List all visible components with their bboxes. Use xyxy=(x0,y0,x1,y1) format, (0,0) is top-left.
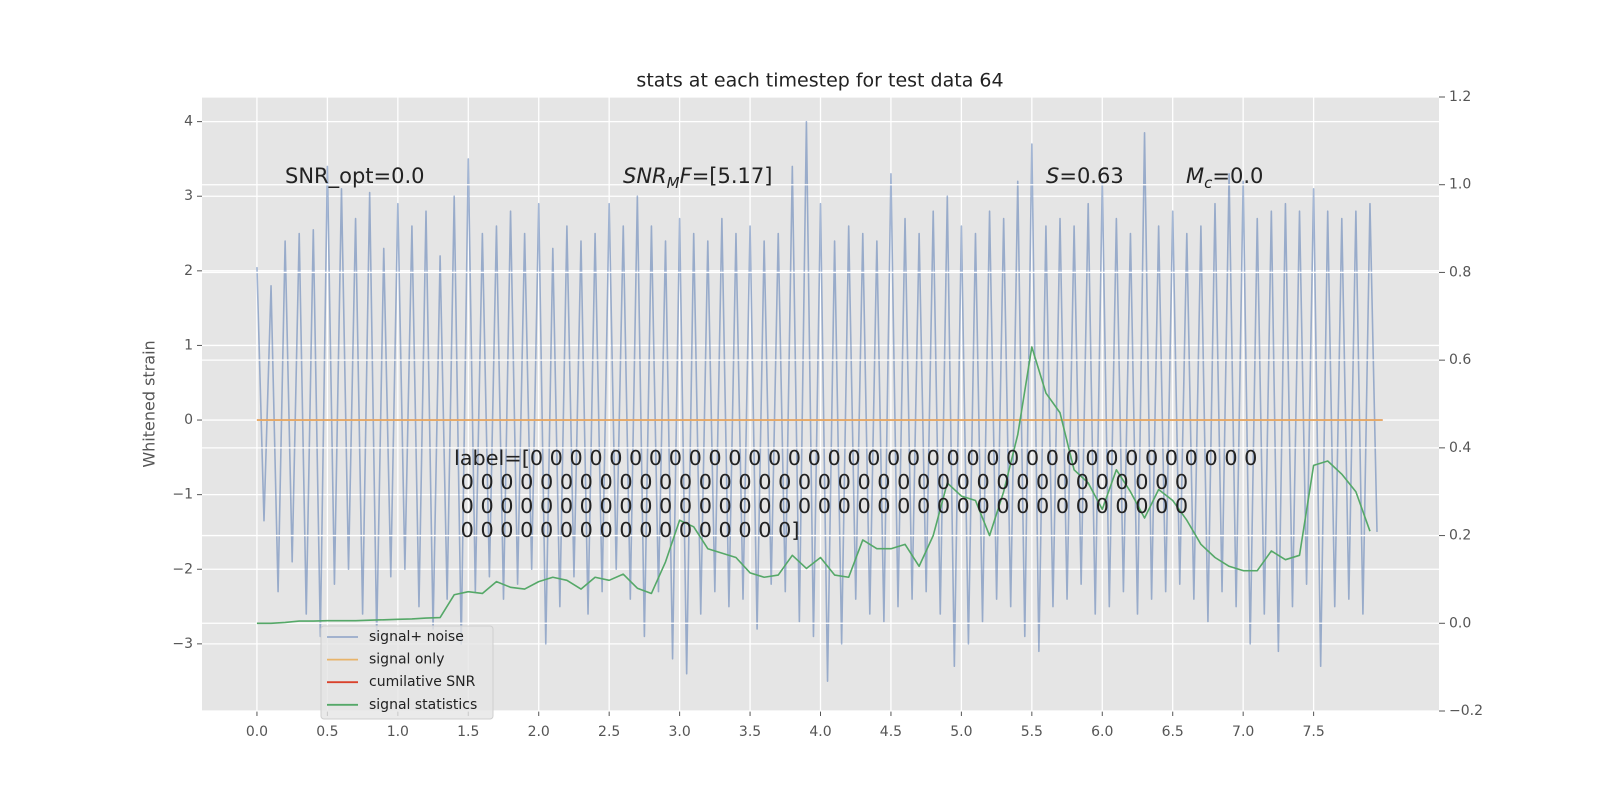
y2-tick-label: −0.2 xyxy=(1449,703,1483,719)
y-tick-label: −3 xyxy=(172,636,193,652)
annotation-part: SNR_opt=0.0 xyxy=(285,164,425,189)
y-tick-label: 3 xyxy=(184,188,193,204)
x-tick-label: 1.0 xyxy=(387,724,409,740)
annotation-part: SNR xyxy=(623,164,667,188)
y2-tick-label: 1.0 xyxy=(1449,177,1471,193)
x-tick-label: 7.5 xyxy=(1302,724,1324,740)
annotation: S=0.63 xyxy=(1046,164,1124,188)
x-tick-label: 4.5 xyxy=(880,724,902,740)
x-tick-label: 0.5 xyxy=(316,724,338,740)
y-tick-label: 0 xyxy=(184,412,193,428)
x-tick-label: 0.0 xyxy=(246,724,268,740)
y-tick-label: −2 xyxy=(172,561,193,577)
annotation-part: =0.0 xyxy=(1212,164,1263,188)
x-tick-label: 3.5 xyxy=(739,724,761,740)
x-tick-label: 6.5 xyxy=(1162,724,1184,740)
series-line xyxy=(256,346,1371,625)
x-tick-label: 2.0 xyxy=(528,724,550,740)
label-text: 0 0 0 0 0 0 0 0 0 0 0 0 0 0 0 0 0] xyxy=(454,518,799,542)
x-tick-label: 2.5 xyxy=(598,724,620,740)
x-tick-label: 3.0 xyxy=(668,724,690,740)
annotation-part: M xyxy=(1186,164,1204,188)
legend-label: signal+ noise xyxy=(369,629,464,645)
y-tick-label: −1 xyxy=(172,487,193,503)
annotation: SNR_opt=0.0 xyxy=(285,164,425,189)
y-tick-label: 1 xyxy=(184,337,193,353)
legend-box xyxy=(320,625,494,720)
legend-label: cumilative SNR xyxy=(369,674,476,690)
label-text: 0 0 0 0 0 0 0 0 0 0 0 0 0 0 0 0 0 0 0 0 … xyxy=(454,494,1188,518)
x-tick-label: 5.5 xyxy=(1021,724,1043,740)
annotation: SNRMF=[5.17] xyxy=(623,164,772,192)
x-tick-label: 6.0 xyxy=(1091,724,1113,740)
x-tick-label: 7.0 xyxy=(1232,724,1254,740)
y2-tick-label: 0.8 xyxy=(1449,264,1471,280)
x-tick-label: 5.0 xyxy=(950,724,972,740)
annotation-part: F xyxy=(680,164,693,188)
annotation: Mc=0.0 xyxy=(1186,164,1263,192)
y-tick-label: 4 xyxy=(184,114,193,130)
y-tick-label: 2 xyxy=(184,263,193,279)
x-tick-label: 4.0 xyxy=(809,724,831,740)
x-tick-label: 1.5 xyxy=(457,724,479,740)
legend-label: signal only xyxy=(369,652,444,668)
annotation-part: S xyxy=(1046,164,1059,188)
label-text: label=[0 0 0 0 0 0 0 0 0 0 0 0 0 0 0 0 0… xyxy=(454,446,1257,470)
annotation-part: M xyxy=(667,174,680,192)
y2-tick-label: 0.0 xyxy=(1449,615,1471,631)
y-axis-label: Whitened strain xyxy=(140,340,159,467)
annotation-part: =0.63 xyxy=(1059,164,1123,188)
annotation-part: =[5.17] xyxy=(692,164,773,188)
y2-tick-label: 0.4 xyxy=(1449,440,1471,456)
y2-tick-label: 0.6 xyxy=(1449,352,1471,368)
legend-label: signal statistics xyxy=(369,697,477,713)
label-text: 0 0 0 0 0 0 0 0 0 0 0 0 0 0 0 0 0 0 0 0 … xyxy=(454,470,1188,494)
y2-tick-label: 1.2 xyxy=(1449,89,1471,105)
chart-title: stats at each timestep for test data 64 xyxy=(636,70,1003,92)
y2-tick-label: 0.2 xyxy=(1449,528,1471,544)
annotation-part: c xyxy=(1204,174,1213,192)
